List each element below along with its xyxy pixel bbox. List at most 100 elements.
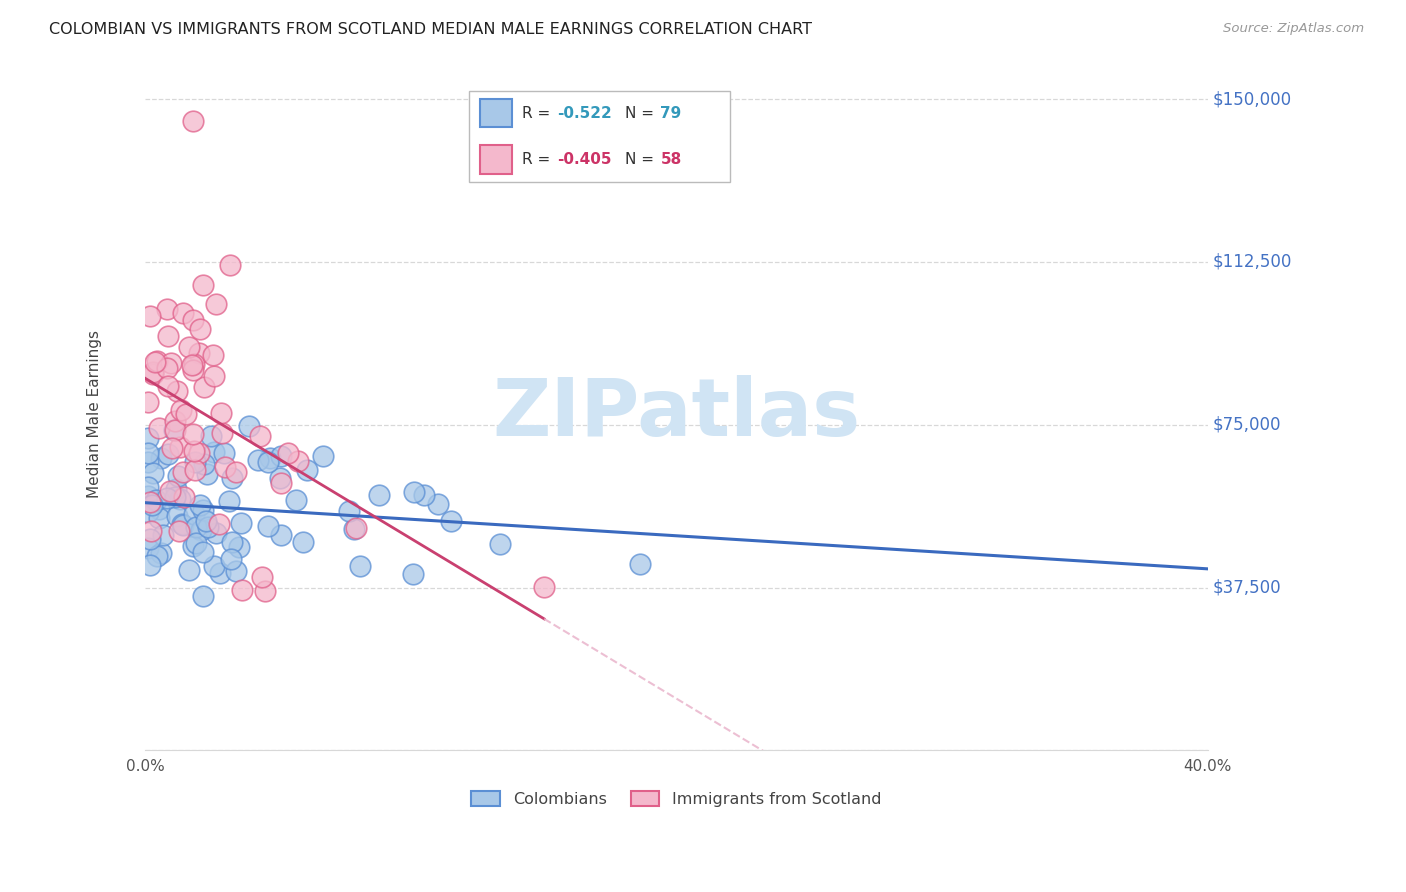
Point	[193, 380, 215, 394]
Point	[169, 491, 191, 506]
Point	[138, 455, 160, 469]
Point	[156, 301, 179, 316]
Point	[208, 566, 231, 580]
Point	[628, 557, 651, 571]
Point	[344, 521, 367, 535]
Point	[139, 495, 162, 509]
FancyBboxPatch shape	[479, 99, 512, 128]
Point	[225, 465, 247, 479]
Point	[257, 518, 280, 533]
Point	[190, 523, 212, 537]
Point	[218, 259, 240, 273]
Text: $75,000: $75,000	[1213, 416, 1282, 434]
Point	[141, 498, 163, 512]
Point	[172, 517, 194, 532]
Point	[205, 525, 228, 540]
Text: 79: 79	[661, 105, 682, 120]
Point	[181, 113, 204, 128]
Text: N =: N =	[626, 152, 659, 167]
Point	[337, 504, 360, 518]
Text: COLOMBIAN VS IMMIGRANTS FROM SCOTLAND MEDIAN MALE EARNINGS CORRELATION CHART: COLOMBIAN VS IMMIGRANTS FROM SCOTLAND ME…	[49, 22, 813, 37]
Point	[183, 463, 205, 477]
Point	[209, 406, 232, 420]
Text: $112,500: $112,500	[1213, 253, 1292, 271]
Point	[202, 445, 225, 459]
Point	[148, 502, 170, 516]
Point	[184, 520, 207, 534]
Point	[212, 446, 235, 460]
Point	[169, 524, 191, 539]
Point	[270, 449, 292, 463]
Point	[195, 467, 218, 482]
Point	[221, 471, 243, 485]
Point	[165, 423, 187, 437]
Point	[194, 514, 217, 528]
Point	[160, 356, 183, 370]
Point	[291, 535, 314, 549]
Point	[162, 423, 184, 437]
Point	[277, 446, 299, 460]
Point	[191, 545, 214, 559]
Point	[169, 440, 191, 454]
Point	[145, 493, 167, 508]
Point	[238, 418, 260, 433]
Point	[160, 441, 183, 455]
Legend: Colombians, Immigrants from Scotland: Colombians, Immigrants from Scotland	[465, 784, 889, 814]
Point	[489, 537, 512, 551]
Point	[146, 354, 169, 368]
Point	[141, 524, 163, 539]
Point	[181, 363, 204, 377]
Point	[208, 516, 231, 531]
Point	[270, 528, 292, 542]
Point	[231, 582, 253, 597]
Point	[139, 309, 162, 323]
Point	[173, 490, 195, 504]
Point	[200, 429, 222, 443]
Text: N =: N =	[626, 105, 659, 120]
Text: $37,500: $37,500	[1213, 579, 1282, 597]
Text: -0.405: -0.405	[557, 152, 612, 167]
Point	[145, 549, 167, 564]
Point	[249, 429, 271, 443]
Point	[157, 379, 180, 393]
Point	[426, 497, 449, 511]
Text: Source: ZipAtlas.com: Source: ZipAtlas.com	[1223, 22, 1364, 36]
Point	[143, 355, 166, 369]
Point	[186, 536, 208, 550]
Point	[172, 465, 194, 479]
Point	[287, 454, 309, 468]
Point	[165, 482, 187, 496]
Point	[148, 511, 170, 525]
Point	[165, 491, 187, 505]
Point	[191, 277, 214, 292]
Point	[440, 514, 463, 528]
Point	[184, 455, 207, 469]
Point	[404, 484, 426, 499]
Point	[170, 403, 193, 417]
Text: -0.522: -0.522	[557, 105, 612, 120]
Point	[204, 297, 226, 311]
Point	[174, 407, 197, 421]
Point	[221, 534, 243, 549]
Point	[136, 480, 159, 494]
Point	[138, 558, 160, 572]
Point	[254, 584, 277, 599]
Point	[183, 357, 205, 371]
Point	[202, 368, 225, 383]
Point	[219, 552, 242, 566]
Point	[177, 563, 200, 577]
Point	[156, 491, 179, 505]
Text: $150,000: $150,000	[1213, 90, 1292, 108]
Point	[166, 509, 188, 524]
Point	[136, 541, 159, 556]
Point	[349, 559, 371, 574]
Point	[269, 470, 291, 484]
Text: Median Male Earnings: Median Male Earnings	[87, 330, 101, 498]
Point	[139, 532, 162, 546]
Point	[136, 431, 159, 445]
Point	[183, 508, 205, 522]
Point	[202, 559, 225, 574]
Text: ZIPatlas: ZIPatlas	[492, 375, 860, 453]
Point	[197, 520, 219, 534]
Point	[177, 340, 200, 354]
